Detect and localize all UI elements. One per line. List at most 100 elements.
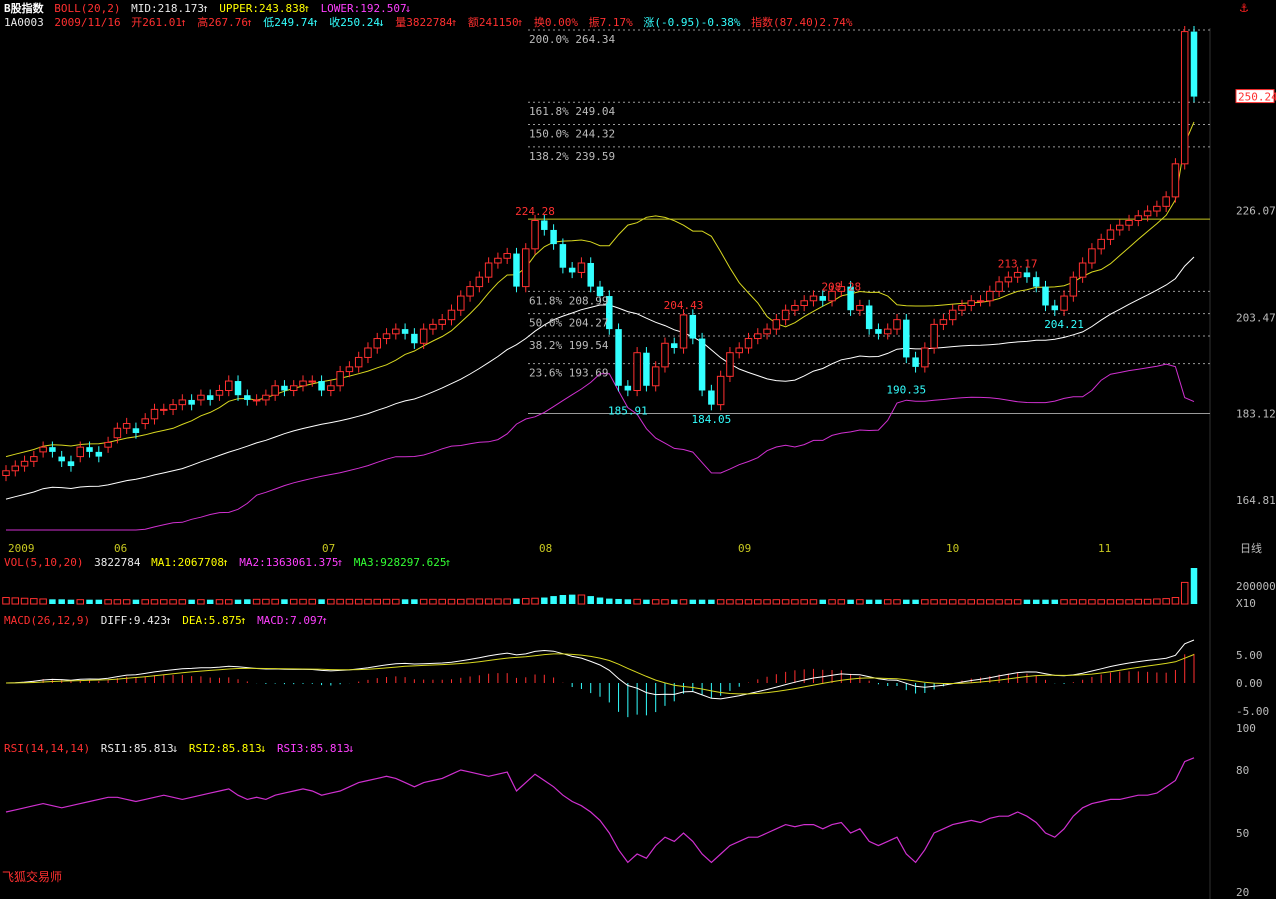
- volume-bar: [698, 599, 706, 604]
- volume-bar: [958, 599, 966, 605]
- fib-label: 150.0% 244.32: [529, 128, 615, 141]
- volume-bar: [995, 599, 1003, 605]
- volume-bar: [11, 597, 20, 605]
- volume-bar: [76, 599, 84, 605]
- volume-bar: [643, 599, 650, 604]
- volume-bar: [1042, 599, 1049, 604]
- volume-bar: [113, 599, 122, 605]
- vol-unit-label: X10: [1236, 597, 1256, 610]
- candle-up: [893, 319, 901, 330]
- candle-down: [86, 447, 93, 452]
- candle-down: [541, 220, 548, 230]
- volume-bar: [20, 597, 29, 605]
- candle-up: [679, 314, 688, 349]
- boll-mid: MID:218.173: [131, 2, 204, 15]
- anchor-icon[interactable]: ⚓: [1239, 0, 1248, 16]
- volume-bar: [392, 598, 400, 605]
- volume-bar: [132, 599, 140, 604]
- candle-down: [689, 314, 697, 339]
- volume-bar: [828, 599, 836, 605]
- volume-bar: [559, 595, 567, 604]
- rsi-panel: 100 80 50 20: [5, 722, 1256, 899]
- candle-down: [847, 286, 854, 311]
- volume-bar: [679, 599, 688, 605]
- volume-bar: [206, 599, 214, 604]
- candle-up: [308, 380, 317, 383]
- candle-up: [651, 366, 660, 387]
- last-price-label: 250.24: [1238, 91, 1276, 104]
- candle-up: [930, 323, 938, 349]
- volume-bar: [883, 599, 892, 605]
- candle-up: [429, 323, 437, 330]
- candle-down: [624, 385, 632, 391]
- amount: 额241150: [467, 16, 519, 29]
- candlesticks: [2, 25, 1198, 482]
- candle-down: [550, 229, 557, 245]
- candle-up: [2, 470, 10, 476]
- candle-up: [754, 333, 762, 340]
- rsi1: RSI1:85.813: [100, 742, 174, 755]
- volume-bar: [921, 599, 929, 605]
- candle-up: [299, 380, 307, 387]
- volume-bar: [466, 598, 474, 605]
- index-info: 指数(87.40)2.74%: [751, 16, 853, 29]
- close: 收250.24: [329, 16, 380, 29]
- candle-down: [58, 456, 65, 462]
- candle-up: [716, 375, 725, 406]
- high: 高267.76: [197, 16, 248, 29]
- last-price-box: [1235, 89, 1275, 104]
- volume-bar: [289, 598, 298, 605]
- candle-up: [661, 342, 669, 368]
- volume-bar: [568, 594, 576, 604]
- volume-bar: [837, 599, 846, 605]
- price-annotation: 204.43: [664, 299, 704, 312]
- x-tick-label: 日线: [1240, 541, 1262, 555]
- volume-bar: [95, 599, 103, 604]
- volume-bar: [735, 599, 743, 605]
- fib-label: 23.6% 193.69: [529, 367, 608, 380]
- macd-dea: DEA:5.875: [182, 614, 242, 627]
- volume-bar: [1023, 599, 1031, 604]
- candle-up: [1116, 224, 1124, 231]
- volume-bar: [986, 599, 994, 605]
- candle-up: [104, 441, 112, 448]
- rsi2: RSI2:85.813: [188, 742, 262, 755]
- candle-up: [1078, 262, 1087, 278]
- vol-tick-label: 200000: [1236, 580, 1276, 593]
- volume-bar: [847, 599, 854, 604]
- candle-up: [327, 385, 335, 391]
- volume-bar: [160, 599, 168, 605]
- volume-bar: [1190, 568, 1198, 604]
- volume-bar: [39, 598, 47, 605]
- candle-up: [1143, 210, 1152, 217]
- volume-bar: [308, 598, 317, 605]
- volume-bar: [215, 599, 224, 605]
- candle-up: [373, 338, 381, 349]
- volume-bar: [689, 599, 697, 604]
- candle-up: [967, 300, 975, 306]
- boll-lower: LOWER:192.507: [320, 2, 407, 15]
- candle-up: [939, 319, 948, 325]
- candle-up: [781, 309, 790, 321]
- volume-bar: [281, 599, 288, 604]
- volume-bar: [401, 599, 409, 604]
- volume-bar: [67, 599, 75, 604]
- volume-bar: [318, 599, 325, 604]
- candle-up: [113, 427, 122, 439]
- x-tick-label: 10: [946, 542, 959, 555]
- candle-up: [484, 262, 493, 278]
- candle-up: [215, 389, 224, 396]
- x-tick-label: 07: [322, 542, 335, 555]
- price-annotation: 185.91: [608, 404, 648, 417]
- volume-bar: [150, 599, 159, 605]
- volume-bar: [299, 598, 307, 605]
- volume-bar: [262, 598, 270, 605]
- volume-bar: [49, 599, 56, 604]
- volume-bar: [345, 598, 354, 605]
- volume-bar: [875, 599, 882, 604]
- candle-up: [364, 347, 372, 358]
- candle-up: [726, 352, 734, 377]
- boll-mid-line: [5, 256, 1195, 500]
- vol-ma3: MA3:928297.625: [353, 556, 447, 569]
- candle-up: [1060, 295, 1068, 311]
